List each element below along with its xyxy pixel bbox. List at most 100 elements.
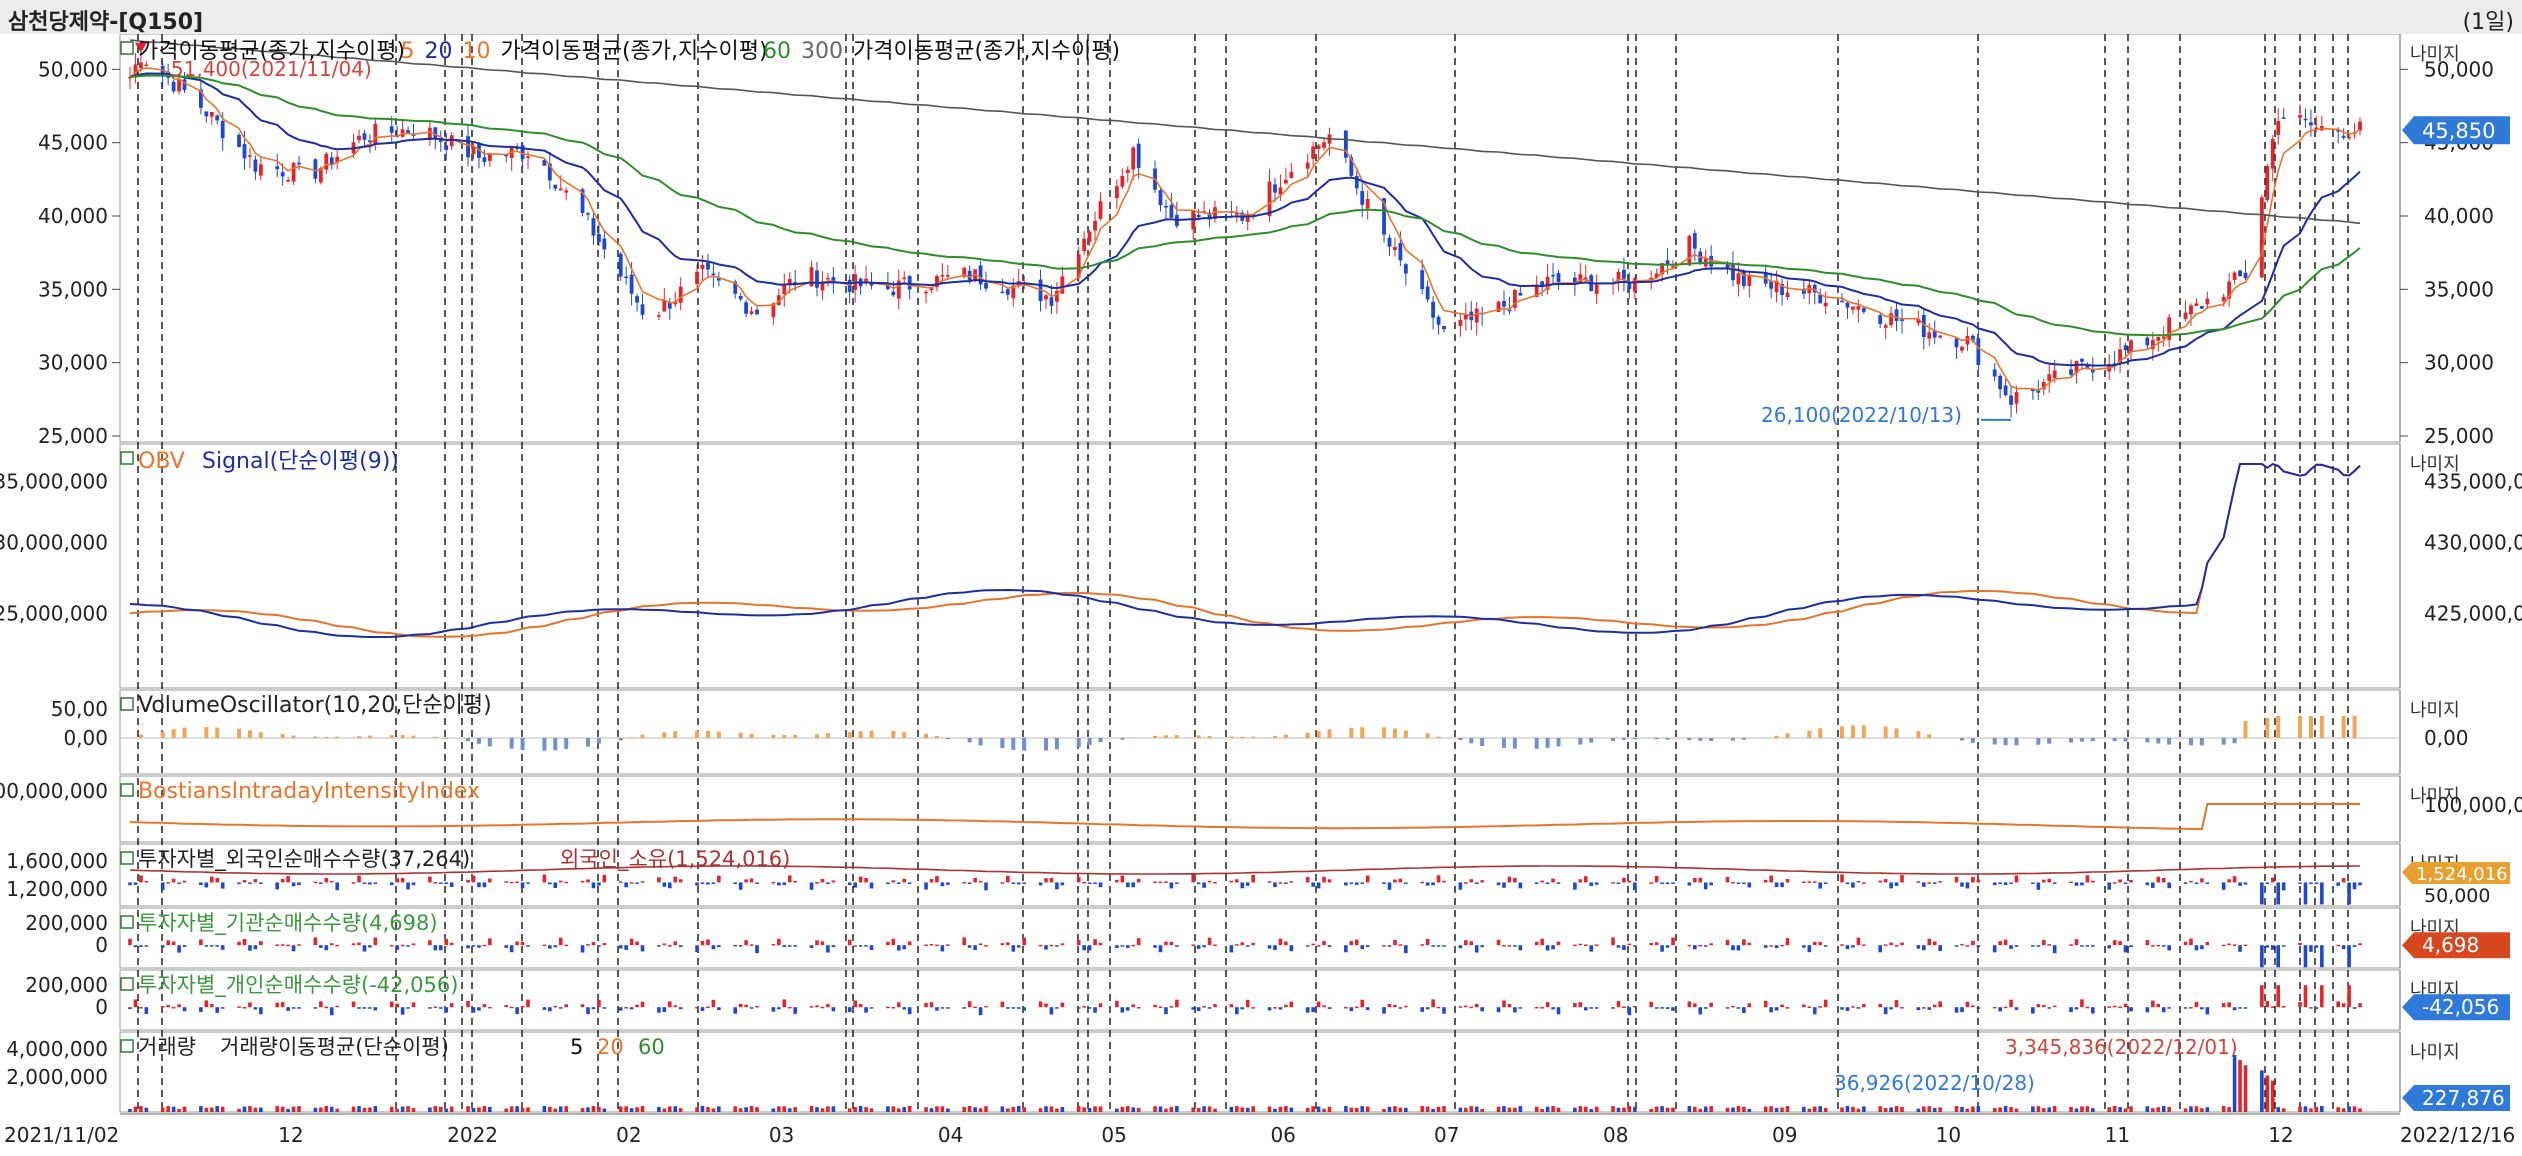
net-buy-bar — [809, 945, 814, 948]
volume-bar — [1687, 1106, 1692, 1112]
panel-toggle-icon[interactable] — [120, 697, 134, 711]
volume-bar — [902, 1107, 907, 1112]
net-buy-bar — [1322, 876, 1326, 883]
net-buy-bar — [526, 945, 530, 947]
candle — [335, 156, 340, 163]
panel-indiv[interactable] — [119, 969, 2401, 1031]
net-buy-bar — [515, 941, 519, 946]
panel-vosc[interactable] — [119, 689, 2401, 775]
net-buy-bar — [1289, 945, 1294, 952]
vosc-bar — [204, 727, 209, 738]
net-buy-bar — [1763, 945, 1768, 948]
panel-toggle-icon[interactable] — [120, 451, 134, 465]
net-buy-bar — [438, 882, 443, 884]
net-buy-bar — [1060, 882, 1065, 886]
net-buy-bar — [946, 882, 950, 885]
candle — [291, 162, 296, 182]
panel-bii[interactable] — [119, 775, 2401, 843]
vosc-bar — [1360, 727, 1365, 738]
net-buy-bar — [2243, 1007, 2248, 1009]
volume-bar — [1807, 1108, 1812, 1112]
candle — [749, 311, 754, 314]
net-buy-bar — [1725, 877, 1730, 883]
net-buy-bar — [1425, 882, 1430, 886]
volume-bar — [2314, 1107, 2319, 1112]
net-buy-bar — [2298, 882, 2302, 884]
candle — [1420, 270, 1425, 290]
net-buy-bar — [935, 876, 939, 883]
net-buy-bar — [1060, 1002, 1065, 1008]
volume-bar — [177, 1108, 181, 1112]
volume-bar — [2243, 1065, 2248, 1112]
volume-bar — [1322, 1108, 1326, 1112]
volume-bar — [1862, 1106, 1866, 1112]
y-tick-label: 45,000 — [38, 131, 108, 155]
net-buy-bar — [313, 1007, 318, 1009]
net-buy-bar — [1807, 881, 1812, 883]
net-buy-bar — [1196, 1007, 1201, 1012]
net-buy-bar — [362, 945, 367, 952]
candle — [1622, 269, 1626, 279]
panel-toggle-icon[interactable] — [120, 977, 134, 991]
panel-toggle-icon[interactable] — [120, 851, 134, 865]
net-buy-bar — [428, 940, 432, 946]
period-label[interactable]: (1일) — [2462, 10, 2514, 35]
vosc-bar — [1589, 738, 1594, 743]
x-tick-label: 06 — [1270, 1123, 1295, 1147]
net-buy-bar — [1698, 1007, 1703, 1015]
volume-bar — [2298, 1106, 2302, 1112]
net-buy-bar — [389, 1001, 394, 1008]
candle — [1671, 266, 1675, 268]
net-buy-bar — [1665, 945, 1670, 948]
candle — [1692, 233, 1697, 249]
chart-canvas[interactable]: 나미지나미지나미지나미지나미지나미지나미지나미지1220220203040506… — [0, 34, 2522, 1156]
net-buy-bar — [858, 1004, 863, 1008]
panel-price[interactable] — [119, 34, 2401, 443]
net-buy-bar — [2112, 1005, 2117, 1008]
net-buy-bar — [449, 882, 454, 887]
candle — [1851, 306, 1855, 310]
volume-bar — [504, 1108, 509, 1112]
candle — [1087, 231, 1092, 242]
volume-bar — [1851, 1106, 1855, 1112]
volume-bar — [1960, 1106, 1964, 1112]
candle — [1387, 237, 1392, 247]
net-buy-bar — [2281, 945, 2286, 947]
volume-bar — [275, 1106, 280, 1112]
net-buy-bar — [395, 878, 399, 883]
panel-toggle-icon[interactable] — [120, 1039, 134, 1053]
net-buy-bar — [1474, 1003, 1479, 1008]
candle — [1545, 276, 1550, 290]
panel-toggle-icon[interactable] — [120, 783, 134, 797]
net-buy-bar — [2161, 877, 2166, 883]
volume-bar — [973, 1107, 977, 1112]
net-buy-bar — [1736, 945, 1741, 951]
volume-bar — [2156, 1107, 2161, 1112]
candle — [1801, 288, 1806, 294]
net-buy-bar — [406, 945, 410, 947]
volume-low-label: 36,926(2022/10/28) — [1834, 1071, 2035, 1095]
candle — [258, 164, 263, 176]
net-buy-bar — [509, 1006, 514, 1009]
net-buy-bar — [542, 874, 547, 883]
panel-inst[interactable] — [119, 907, 2401, 969]
net-buy-bar — [1016, 945, 1021, 948]
net-buy-bar — [2069, 944, 2073, 946]
net-buy-bar — [1235, 879, 1239, 883]
net-buy-bar — [329, 880, 334, 883]
panel-volume[interactable] — [119, 1031, 2401, 1113]
net-buy-bar — [657, 945, 661, 947]
net-buy-bar — [242, 880, 247, 883]
vosc-bar — [1665, 738, 1670, 740]
volume-bar — [2303, 1106, 2308, 1112]
panel-obv[interactable] — [119, 443, 2401, 689]
volume-bar — [1763, 1106, 1768, 1112]
net-buy-bar — [673, 941, 678, 946]
panel-foreign[interactable] — [119, 843, 2401, 907]
net-buy-bar — [1736, 882, 1741, 884]
panel-toggle-icon[interactable] — [120, 41, 134, 55]
panel-toggle-icon[interactable] — [120, 915, 134, 929]
net-buy-bar — [2091, 880, 2095, 883]
net-buy-bar — [2129, 879, 2133, 883]
candle — [2014, 392, 2019, 404]
